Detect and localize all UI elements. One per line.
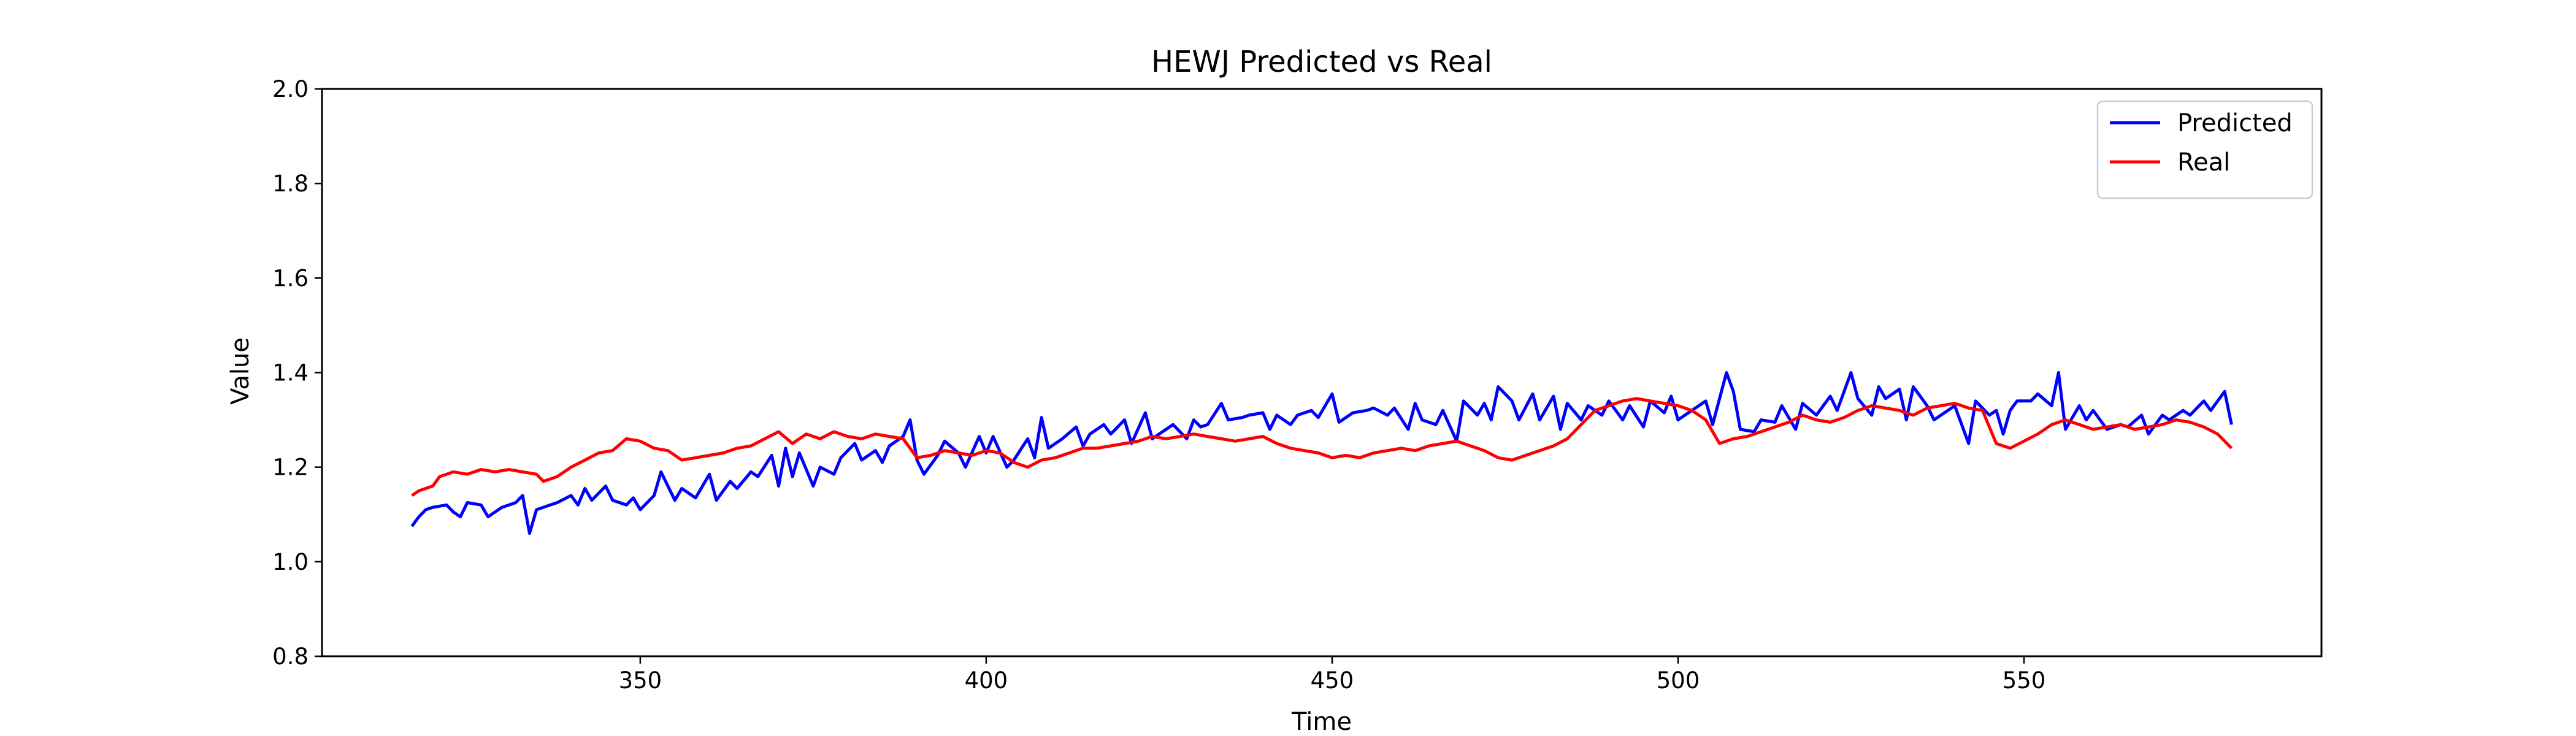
x-tick-label: 350	[619, 667, 662, 694]
y-tick-label: 1.8	[272, 171, 309, 197]
y-tick-label: 1.0	[272, 549, 309, 575]
y-tick-label: 2.0	[272, 76, 309, 102]
x-tick-label: 450	[1311, 667, 1354, 694]
y-axis-label: Value	[226, 337, 255, 405]
chart-title: HEWJ Predicted vs Real	[1151, 45, 1492, 79]
x-axis-label: Time	[1291, 708, 1352, 736]
legend: Predicted Real	[2096, 100, 2313, 199]
y-tick-label: 1.2	[272, 454, 309, 481]
legend-label-real: Real	[2177, 148, 2230, 177]
x-tick-label: 400	[965, 667, 1008, 694]
legend-label-predicted: Predicted	[2177, 109, 2293, 137]
series-line-real	[411, 397, 2233, 497]
legend-box	[2096, 100, 2313, 199]
plot-frame	[321, 88, 2323, 657]
x-tick-label: 550	[2003, 667, 2046, 694]
y-tick-label: 0.8	[272, 643, 309, 670]
y-tick-label: 1.4	[272, 360, 309, 386]
y-tick-label: 1.6	[272, 265, 309, 291]
x-tick-label: 500	[1657, 667, 1700, 694]
